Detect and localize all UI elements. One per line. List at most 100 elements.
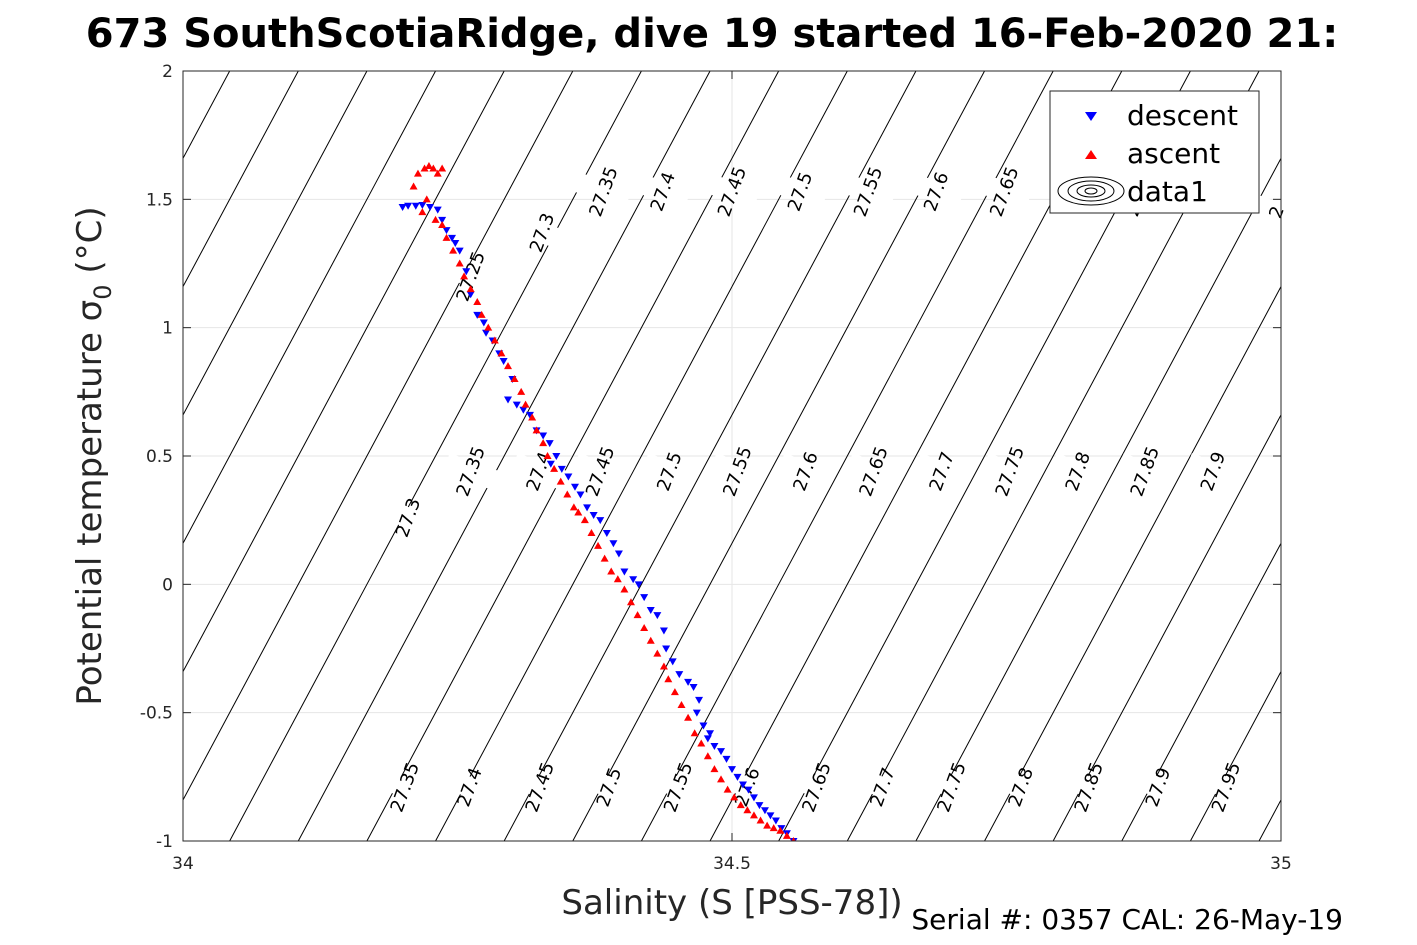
legend-contour-ring [1076, 184, 1106, 198]
ascent-point [607, 567, 616, 575]
contour-label-background [777, 453, 834, 490]
descent-point [512, 401, 521, 409]
legend-ascent-label: ascent [1127, 137, 1220, 170]
ascent-point [791, 837, 796, 841]
descent-point [668, 658, 677, 666]
ascent-point [730, 793, 739, 801]
isopycnal-line [640, 71, 1054, 841]
descent-point [766, 812, 775, 820]
descent-point [418, 201, 427, 209]
ascent-point [677, 700, 686, 708]
descent-point [504, 396, 513, 404]
ascent-point [550, 464, 559, 472]
legend-contour-ring [1084, 187, 1098, 195]
descent-point [519, 406, 528, 414]
contour-label-background [376, 768, 433, 806]
descent-point [692, 709, 701, 717]
ascent-point [420, 164, 429, 172]
legend-contour-icon [1057, 176, 1125, 206]
y-axis-label-unit: (°C) [70, 206, 110, 284]
descent-point [614, 550, 623, 558]
descent-point [703, 735, 712, 743]
contour-label-background [854, 768, 911, 806]
descent-point [499, 358, 508, 366]
descent-point [583, 504, 592, 512]
descent-point [760, 807, 769, 815]
descent-point [699, 722, 708, 730]
ascent-point [532, 426, 541, 434]
contour-label-background [704, 173, 760, 210]
y-tick-label: 0 [162, 575, 173, 595]
contour-label-background [840, 173, 897, 210]
descent-point [728, 766, 736, 774]
y-axis-label-main: Potential temperature σ [70, 300, 110, 706]
y-tick-label: -1 [156, 832, 173, 852]
contour-label-background [788, 768, 845, 806]
ascent-point [433, 169, 442, 177]
ascent-point [756, 816, 765, 824]
contour-label-background [511, 768, 568, 806]
isopycnal-line [1052, 413, 1281, 841]
data-points [398, 161, 798, 841]
isopycnal-line [366, 71, 780, 841]
ascent-point [776, 826, 785, 834]
descent-point [738, 781, 747, 789]
descent-point [564, 473, 573, 481]
descent-point [695, 696, 704, 704]
legend-descent-label: descent [1127, 99, 1238, 132]
ascent-point [460, 272, 469, 280]
descent-point [404, 202, 413, 210]
contour-label-background [442, 453, 499, 490]
ascent-point [455, 259, 464, 267]
descent-point [557, 465, 566, 473]
ascent-point [438, 164, 447, 172]
isopycnal-line [435, 71, 848, 841]
ascent-point [574, 508, 583, 516]
contour-label-background [845, 453, 902, 490]
x-tick-label: 34.5 [713, 854, 751, 874]
contour-label-background [981, 453, 1038, 490]
contour-label-background [441, 768, 498, 806]
x-tick-label: 34 [172, 854, 194, 874]
ascent-point [580, 516, 589, 524]
contour-label-background [1116, 453, 1173, 490]
contour-label-background [1248, 193, 1305, 231]
serial-calibration-footer: Serial #: 0357 CAL: 26-May-19 [911, 903, 1343, 936]
isopycnal-line [1121, 542, 1281, 841]
contour-label-background [581, 768, 637, 806]
ascent-point [563, 490, 572, 498]
contour-label-background [992, 768, 1049, 806]
ascent-point [424, 161, 433, 169]
contour-label-background [709, 453, 766, 490]
legend-contour-ring [1057, 176, 1125, 206]
ascent-point [600, 554, 609, 562]
ascent-point [697, 739, 706, 747]
legend-data1-label: data1 [1127, 175, 1208, 208]
contour-label-background [514, 214, 570, 251]
ascent-point [449, 246, 458, 254]
descent-point [653, 612, 662, 620]
descent-point [398, 204, 407, 212]
descent-point [438, 216, 447, 224]
contour-label-background [641, 453, 698, 490]
contour-label-background [923, 768, 980, 806]
legend-descent-marker [1085, 112, 1097, 121]
descent-point [466, 291, 475, 299]
chart-title: 673 SouthScotiaRidge, dive 19 started 16… [86, 11, 1338, 57]
ascent-point [646, 636, 655, 644]
ascent-point [413, 169, 422, 177]
ascent-point [409, 182, 418, 190]
ascent-point [620, 585, 629, 593]
descent-point [722, 755, 731, 763]
ascent-point [690, 729, 699, 737]
descent-point [646, 607, 655, 614]
ascent-point [504, 362, 513, 370]
ascent-point [510, 375, 519, 382]
descent-point [684, 678, 693, 686]
descent-point [525, 411, 534, 419]
descent-point [455, 247, 464, 255]
ascent-point [521, 400, 530, 408]
descent-point [733, 773, 742, 781]
ascent-point [528, 413, 537, 421]
ascent-point [626, 598, 635, 606]
